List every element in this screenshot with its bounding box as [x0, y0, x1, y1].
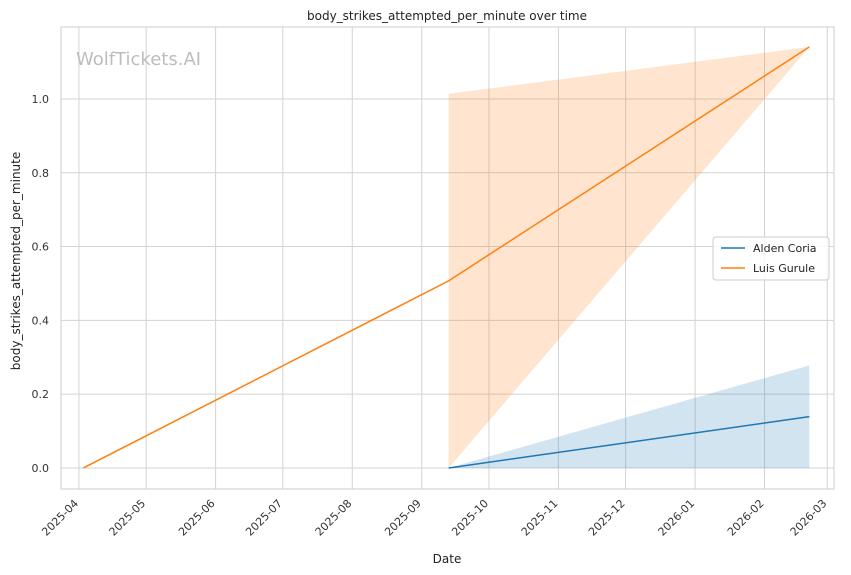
line-luis-gurule: [83, 46, 810, 469]
line-alden-coria: [448, 415, 810, 469]
band-luis-gurule: [448, 46, 810, 468]
y-tick-label: 0.4: [32, 314, 50, 327]
y-tick-label: 0.2: [32, 388, 50, 401]
legend: Alden Coria Luis Gurule: [712, 236, 830, 281]
plot-frame: [60, 26, 835, 490]
band-alden-coria: [448, 365, 810, 468]
series-lines: [83, 46, 810, 469]
legend-label-alden-coria: Alden Coria: [753, 242, 817, 255]
y-tick-label: 0.6: [32, 241, 50, 254]
legend-label-luis-gurule: Luis Gurule: [753, 262, 815, 275]
watermark-text: WolfTickets.AI: [76, 49, 201, 70]
confidence-bands: [448, 46, 810, 468]
chart-title: body_strikes_attempted_per_minute over t…: [307, 9, 587, 23]
y-tick-label: 0.8: [32, 167, 50, 180]
y-tick-label: 1.0: [32, 93, 50, 106]
y-axis-label: body_strikes_attempted_per_minute: [9, 152, 23, 370]
y-tick-labels: 0.0 0.2 0.4 0.6 0.8 1.0: [32, 93, 50, 475]
y-tick-label: 0.0: [32, 462, 50, 475]
x-axis-label: Date: [433, 552, 462, 566]
